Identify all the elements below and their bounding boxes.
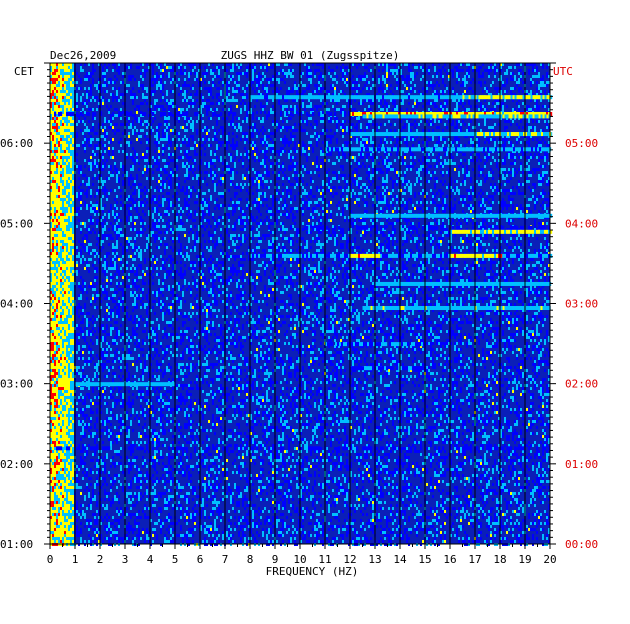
x-tick-label-3: 3 xyxy=(122,553,129,566)
x-tick-label-5: 5 xyxy=(172,553,179,566)
y-tick-label-utc-5: 00:00 xyxy=(565,538,598,551)
band-16 xyxy=(375,281,552,286)
x-tick-label-16: 16 xyxy=(443,553,456,566)
chart-date-label: Dec26,2009 xyxy=(50,49,116,62)
x-tick-label-10: 10 xyxy=(293,553,306,566)
y-axis: 06:00 05:00 05:00 04:00 04:00 03:00 03:00 02:00… xyxy=(0,62,598,551)
y-tick-label-cet-1: 05:00 xyxy=(0,217,33,230)
y-tick-label-cet-4: 02:00 xyxy=(0,458,33,471)
x-tick-label-18: 18 xyxy=(493,553,506,566)
band-9 xyxy=(350,213,553,218)
x-axis-label: FREQUENCY (HZ) xyxy=(266,565,359,578)
x-tick-label-17: 17 xyxy=(468,553,481,566)
band-7 xyxy=(325,147,552,152)
band-4 xyxy=(362,114,551,119)
band-11 xyxy=(450,229,553,234)
band-14 xyxy=(450,253,503,258)
band-3 xyxy=(350,112,553,117)
x-tick-label-1: 1 xyxy=(72,553,79,566)
x-tick-label-11: 11 xyxy=(318,553,331,566)
y-tick-label-utc-3: 02:00 xyxy=(565,378,598,391)
band-21 xyxy=(75,382,176,387)
grid-lines xyxy=(49,62,551,545)
y-tick-label-cet-0: 06:00 xyxy=(0,137,33,150)
band-13 xyxy=(350,253,381,258)
band-10 xyxy=(252,225,551,230)
band-12 xyxy=(250,253,553,258)
x-tick-label-19: 19 xyxy=(518,553,531,566)
y-tick-label-cet-3: 03:00 xyxy=(0,378,33,391)
band-22 xyxy=(56,446,551,451)
y-tick-label-utc-1: 04:00 xyxy=(565,217,598,230)
x-tick-label-2: 2 xyxy=(97,553,104,566)
band-19 xyxy=(350,366,427,371)
band-6 xyxy=(475,132,552,137)
band-1 xyxy=(462,95,551,100)
x-tick-label-8: 8 xyxy=(247,553,254,566)
chart-title: ZUGS HHZ BW 01 (Zugsspitze) xyxy=(221,49,400,62)
x-tick-label-15: 15 xyxy=(418,553,431,566)
x-tick-label-0: 0 xyxy=(47,553,54,566)
spectrogram-texture xyxy=(50,63,550,546)
y-tick-label-utc-4: 01:00 xyxy=(565,458,598,471)
y-tick-label-utc-2: 03:00 xyxy=(565,298,598,311)
x-tick-label-6: 6 xyxy=(197,553,204,566)
left-axis-label: CET xyxy=(14,65,34,78)
x-tick-label-20: 20 xyxy=(543,553,556,566)
right-axis-label: UTC xyxy=(553,65,573,78)
x-tick-label-14: 14 xyxy=(393,553,407,566)
y-tick-label-utc-0: 05:00 xyxy=(565,137,598,150)
x-axis: 0 1 2 3 4 5 6 7 8 9 10 11 12 13 14 15 16 17 18 19 20 xyxy=(47,544,557,566)
y-tick-label-cet-5: 01:00 xyxy=(0,538,33,551)
x-tick-label-7: 7 xyxy=(222,553,229,566)
x-tick-label-12: 12 xyxy=(343,553,356,566)
x-tick-label-13: 13 xyxy=(368,553,381,566)
band-17 xyxy=(362,306,551,311)
x-tick-label-9: 9 xyxy=(272,553,279,566)
x-tick-label-4: 4 xyxy=(147,553,154,566)
y-tick-label-cet-2: 04:00 xyxy=(0,298,33,311)
